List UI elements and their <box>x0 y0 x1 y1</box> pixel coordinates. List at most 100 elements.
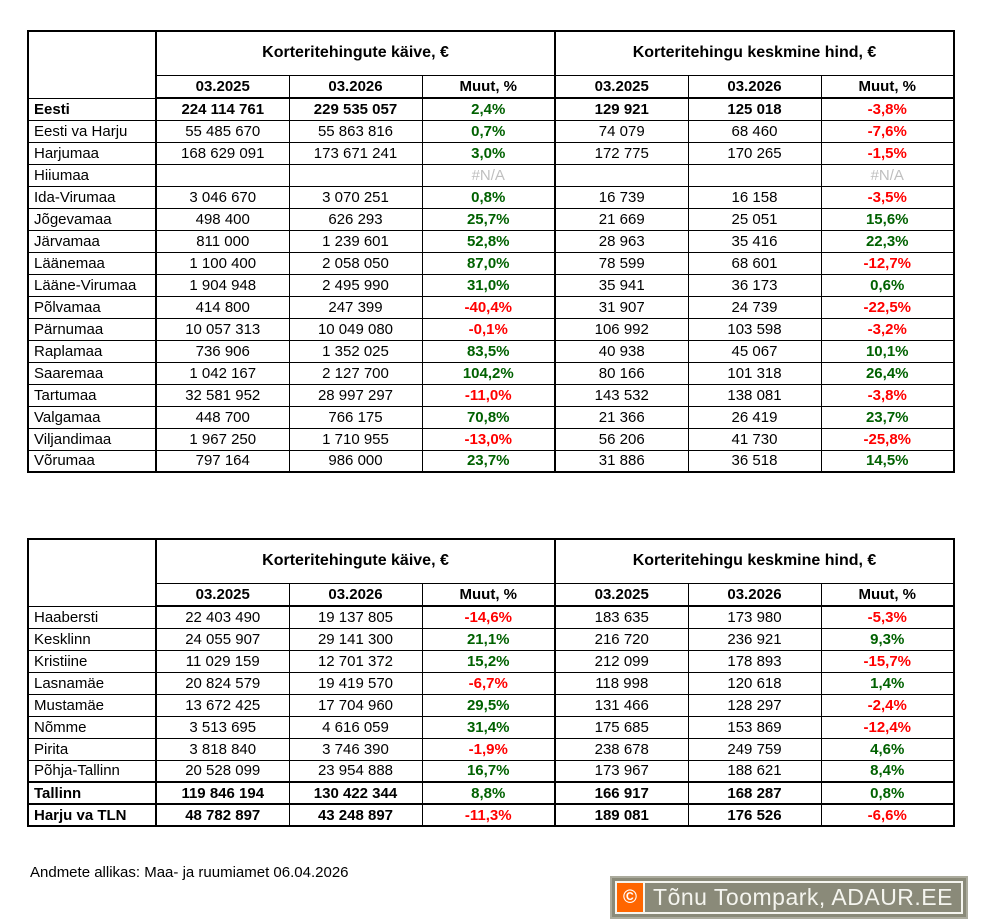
table-row: Pirita 3 818 840 3 746 390 -1,9% 238 678 249 … <box>27 737 955 761</box>
region-name: Eesti <box>27 97 157 121</box>
value-cell: 24 739 <box>687 295 822 319</box>
region-name: Järvamaa <box>27 229 157 253</box>
corner-cell <box>27 538 157 607</box>
value-cell: 48 782 897 <box>155 803 290 827</box>
value-cell: 170 265 <box>687 141 822 165</box>
group-header-avg-price: Korteritehingu keskmine hind, € <box>554 30 955 76</box>
table-row: Pärnumaa 10 057 313 10 049 080 -0,1% 106 992… <box>27 317 955 341</box>
value-cell: 32 581 952 <box>155 383 290 407</box>
value-cell: 173 671 241 <box>288 141 423 165</box>
value-cell: 101 318 <box>687 361 822 385</box>
change-percent-cell: 21,1% <box>421 627 556 651</box>
col-header: Muut, % <box>820 74 955 99</box>
change-percent-cell: -0,1% <box>421 317 556 341</box>
value-cell: 55 485 670 <box>155 119 290 143</box>
value-cell: 21 366 <box>554 405 689 429</box>
region-name: Harju va TLN <box>27 803 157 827</box>
value-cell: 3 046 670 <box>155 185 290 209</box>
value-cell: 31 886 <box>554 449 689 473</box>
value-cell: 3 746 390 <box>288 737 423 761</box>
table-row: Ida-Virumaa 3 046 670 3 070 251 0,8% 16 739 1… <box>27 185 955 209</box>
region-name: Tartumaa <box>27 383 157 407</box>
group-header-turnover: Korteritehingute käive, € <box>155 538 556 584</box>
value-cell: 21 669 <box>554 207 689 231</box>
change-percent-cell: 3,0% <box>421 141 556 165</box>
table-row: Järvamaa 811 000 1 239 601 52,8% 28 963 35 41… <box>27 229 955 253</box>
value-cell: 40 938 <box>554 339 689 363</box>
table-row: Mustamäe 13 672 425 17 704 960 29,5% 131 466… <box>27 693 955 717</box>
value-cell: 448 700 <box>155 405 290 429</box>
group-header-row: Korteritehingute käive, € Korteritehingu… <box>27 30 955 99</box>
value-cell: 183 635 <box>554 605 689 629</box>
value-cell: 12 701 372 <box>288 649 423 673</box>
change-percent-cell: 22,3% <box>820 229 955 253</box>
value-cell: 25 051 <box>687 207 822 231</box>
value-cell: 36 173 <box>687 273 822 297</box>
change-percent-cell: -3,8% <box>820 97 955 121</box>
value-cell: 166 917 <box>554 781 689 805</box>
value-cell: 22 403 490 <box>155 605 290 629</box>
county-statistics-table: Korteritehingute käive, € Korteritehingu… <box>27 30 955 473</box>
col-header: 03.2026 <box>288 74 423 99</box>
col-header: 03.2025 <box>554 582 689 607</box>
value-cell: 23 954 888 <box>288 759 423 783</box>
change-percent-cell: -15,7% <box>820 649 955 673</box>
value-cell: 125 018 <box>687 97 822 121</box>
value-cell: 626 293 <box>288 207 423 231</box>
change-percent-cell: 0,6% <box>820 273 955 297</box>
change-percent-cell: -3,2% <box>820 317 955 341</box>
value-cell: 43 248 897 <box>288 803 423 827</box>
value-cell: 28 963 <box>554 229 689 253</box>
change-percent-cell: 1,4% <box>820 671 955 695</box>
region-name: Kristiine <box>27 649 157 673</box>
change-percent-cell: 23,7% <box>421 449 556 473</box>
value-cell: 31 907 <box>554 295 689 319</box>
value-cell: 224 114 761 <box>155 97 290 121</box>
change-percent-cell: -1,9% <box>421 737 556 761</box>
change-percent-cell: 29,5% <box>421 693 556 717</box>
table-row: Läänemaa 1 100 400 2 058 050 87,0% 78 599 68 … <box>27 251 955 275</box>
table-row: Valgamaa 448 700 766 175 70,8% 21 366 26 419 2… <box>27 405 955 429</box>
value-cell: 68 601 <box>687 251 822 275</box>
value-cell: 797 164 <box>155 449 290 473</box>
change-percent-cell: 0,8% <box>820 781 955 805</box>
value-cell: 35 416 <box>687 229 822 253</box>
value-cell: 11 029 159 <box>155 649 290 673</box>
value-cell: 26 419 <box>687 405 822 429</box>
region-name: Valgamaa <box>27 405 157 429</box>
value-cell: 119 846 194 <box>155 781 290 805</box>
change-percent-cell: -2,4% <box>820 693 955 717</box>
region-name: Läänemaa <box>27 251 157 275</box>
value-cell <box>155 163 290 187</box>
value-cell: 766 175 <box>288 405 423 429</box>
value-cell: 2 058 050 <box>288 251 423 275</box>
table-row: Harju va TLN 48 782 897 43 248 897 -11,3% 18… <box>27 803 955 827</box>
table-row: Kristiine 11 029 159 12 701 372 15,2% 212 09… <box>27 649 955 673</box>
value-cell: 1 710 955 <box>288 427 423 451</box>
value-cell <box>687 163 822 187</box>
value-cell: 1 904 948 <box>155 273 290 297</box>
region-name: Hiiumaa <box>27 163 157 187</box>
value-cell: 249 759 <box>687 737 822 761</box>
change-percent-cell: 31,4% <box>421 715 556 739</box>
value-cell: 55 863 816 <box>288 119 423 143</box>
value-cell: 986 000 <box>288 449 423 473</box>
value-cell: 1 352 025 <box>288 339 423 363</box>
region-name: Pirita <box>27 737 157 761</box>
region-name: Põlvamaa <box>27 295 157 319</box>
value-cell: 106 992 <box>554 317 689 341</box>
col-header: Muut, % <box>421 74 556 99</box>
value-cell: 143 532 <box>554 383 689 407</box>
change-percent-cell: 0,7% <box>421 119 556 143</box>
value-cell: 3 070 251 <box>288 185 423 209</box>
value-cell: 118 998 <box>554 671 689 695</box>
value-cell: 120 618 <box>687 671 822 695</box>
col-header: Muut, % <box>820 582 955 607</box>
change-percent-cell: -40,4% <box>421 295 556 319</box>
value-cell: 188 621 <box>687 759 822 783</box>
change-percent-cell: 9,3% <box>820 627 955 651</box>
change-percent-cell: #N/A <box>421 163 556 187</box>
value-cell: 80 166 <box>554 361 689 385</box>
change-percent-cell: 15,2% <box>421 649 556 673</box>
value-cell: 178 893 <box>687 649 822 673</box>
